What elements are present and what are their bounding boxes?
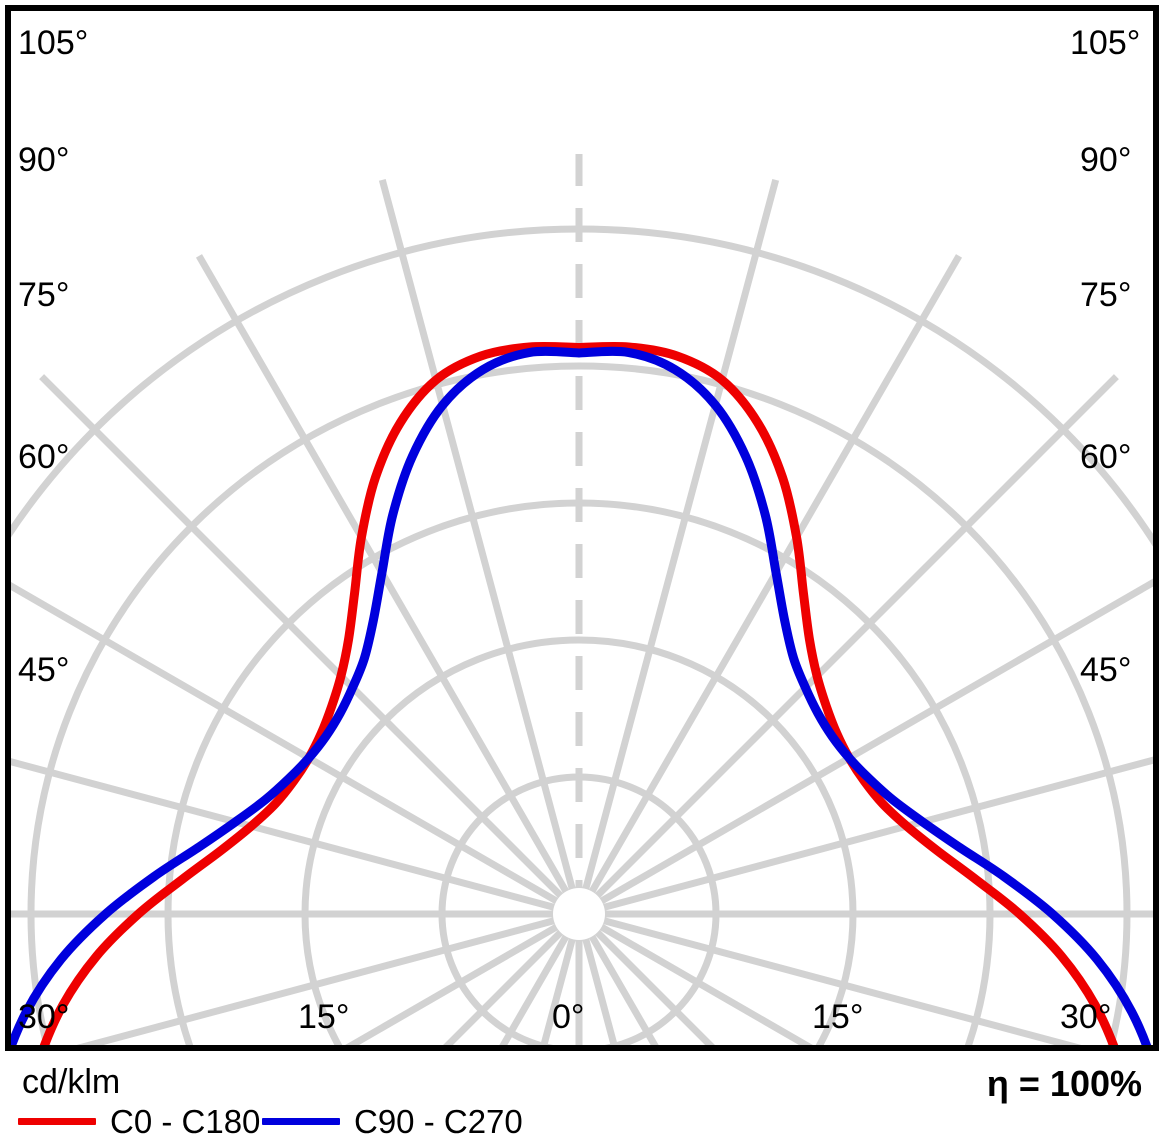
grid-spoke-255	[11, 758, 580, 918]
grid-spoke-240	[11, 582, 581, 918]
angle-label-right-4: 45°	[1080, 651, 1132, 689]
angle-label-right-5: 30°	[1060, 998, 1112, 1036]
grid-spoke-165	[575, 178, 780, 915]
grid-spoke-30	[575, 912, 659, 1045]
grid-spoke-75	[578, 910, 1082, 1045]
grid-spoke-120	[577, 578, 1153, 918]
grid-spoke-195	[378, 178, 583, 915]
unit-label: cd/klm	[22, 1063, 121, 1101]
angle-label-right-0: 105°	[1070, 24, 1141, 62]
grid-spoke-45	[576, 911, 715, 1045]
legend-item-c90-c270: C90 - C270	[262, 1105, 523, 1138]
angle-label-left-2: 75°	[18, 276, 70, 314]
grid-spoke-210	[195, 254, 583, 916]
legend-label-c90-c270: C90 - C270	[354, 1103, 523, 1140]
chart-legend: cd/klm η = 100% C0 - C180 C90 - C270	[0, 1055, 1164, 1140]
angle-label-right-1: 90°	[1080, 141, 1132, 179]
angle-label-left-5: 30°	[18, 998, 70, 1036]
grid-spoke-225	[39, 374, 582, 917]
angle-label-bottom-0: 15°	[298, 998, 350, 1036]
legend-swatch-c90-c270	[262, 1118, 340, 1125]
angle-label-left-4: 45°	[18, 651, 70, 689]
angle-label-left-3: 60°	[18, 438, 70, 476]
angle-label-bottom-2: 15°	[812, 998, 864, 1036]
grid-spoke-345	[540, 913, 583, 1045]
angle-label-left-0: 105°	[18, 24, 89, 62]
angle-label-right-2: 75°	[1080, 276, 1132, 314]
grid-spoke-15	[575, 913, 618, 1045]
efficiency-label: η = 100%	[986, 1063, 1142, 1104]
pole-center	[553, 888, 605, 940]
grid-spoke-150	[575, 254, 963, 916]
polar-plot-frame: 105° 90° 75° 60° 45° 30° 105° 90° 75° 60° 45° 30° 15…	[5, 5, 1159, 1051]
angle-label-right-3: 60°	[1080, 438, 1132, 476]
grid-spoke-285	[76, 910, 580, 1045]
angle-label-bottom-1: 0°	[552, 998, 585, 1036]
grid-spoke-135	[576, 374, 1119, 917]
angle-label-left-1: 90°	[18, 141, 70, 179]
grid-spoke-315	[443, 911, 582, 1045]
curve-c90-c270	[11, 346, 1152, 1045]
grid-spoke-300	[345, 910, 581, 1045]
grid-spoke-60	[577, 910, 813, 1045]
grid-spoke-330	[499, 912, 583, 1045]
polar-grid	[11, 154, 1153, 1045]
polar-plot-canvas	[11, 154, 1153, 1045]
polar-curves	[11, 341, 1152, 1045]
legend-label-c0-c180: C0 - C180	[110, 1103, 261, 1140]
grid-spoke-105	[578, 756, 1153, 918]
legend-swatch-c0-c180	[18, 1118, 96, 1125]
legend-item-c0-c180: C0 - C180	[18, 1105, 260, 1138]
